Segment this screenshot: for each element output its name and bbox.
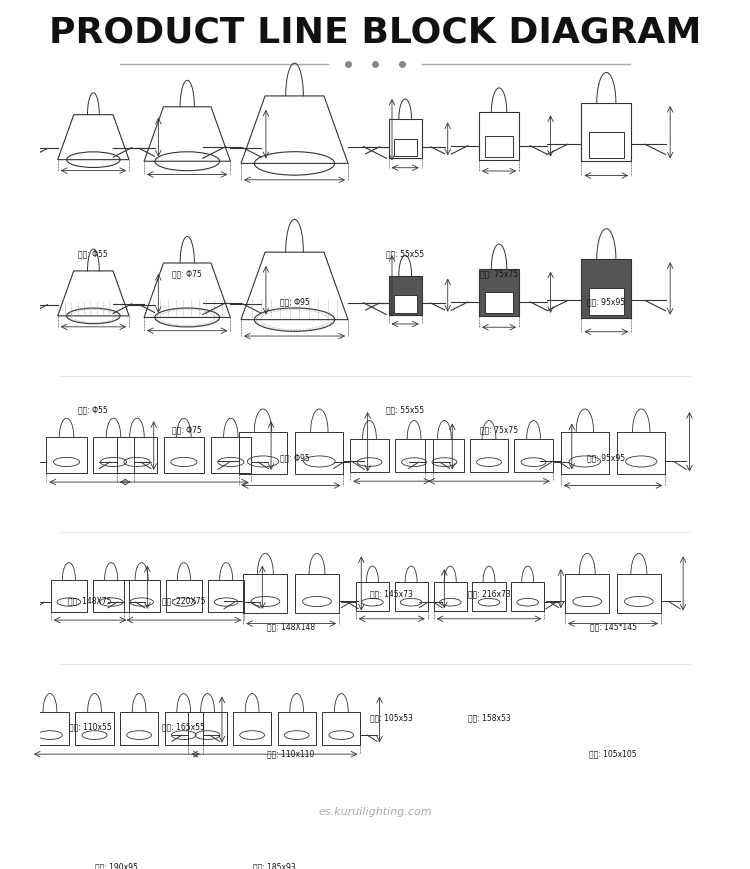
Bar — [164, 712, 202, 746]
Bar — [511, 582, 544, 611]
Bar — [388, 119, 422, 158]
Bar — [233, 712, 272, 746]
Text: 开孔: Φ95: 开孔: Φ95 — [280, 454, 310, 462]
Bar — [581, 103, 632, 162]
Bar — [565, 574, 609, 614]
Bar — [356, 582, 389, 611]
Bar — [51, 580, 87, 612]
Text: 开孔: 55x55: 开孔: 55x55 — [386, 249, 424, 258]
Text: 开孔: Φ55: 开孔: Φ55 — [79, 405, 108, 415]
Text: 开孔: 110x110: 开孔: 110x110 — [268, 749, 315, 758]
Text: 开孔: 105x53: 开孔: 105x53 — [370, 713, 413, 722]
Bar — [479, 269, 519, 315]
Bar — [243, 574, 287, 614]
Bar — [581, 259, 632, 318]
Bar — [394, 295, 417, 313]
Text: 开孔: 75x75: 开孔: 75x75 — [480, 426, 518, 434]
Text: PRODUCT LINE BLOCK DIAGRAM: PRODUCT LINE BLOCK DIAGRAM — [49, 16, 701, 50]
Text: 开孔: 75x75: 开孔: 75x75 — [480, 269, 518, 278]
Text: 开孔: 190x95: 开孔: 190x95 — [95, 863, 138, 869]
Bar — [93, 437, 134, 473]
Bar — [295, 574, 339, 614]
Text: 开孔: 95x95: 开孔: 95x95 — [587, 297, 626, 307]
Bar — [93, 580, 129, 612]
Bar — [296, 432, 344, 474]
Text: 开孔: Φ75: 开孔: Φ75 — [172, 269, 202, 278]
Text: 开孔: Φ55: 开孔: Φ55 — [79, 249, 108, 258]
Text: 开孔: 216x73: 开孔: 216x73 — [467, 589, 510, 599]
Bar — [208, 580, 245, 612]
Text: 开孔: 95x95: 开孔: 95x95 — [587, 454, 626, 462]
Text: 开孔: 55x55: 开孔: 55x55 — [386, 405, 424, 415]
Bar — [561, 432, 609, 474]
Text: 开孔: 185x93: 开孔: 185x93 — [253, 863, 296, 869]
Bar — [395, 439, 433, 473]
Text: 开孔: 145*145: 开孔: 145*145 — [590, 622, 637, 632]
Bar — [616, 574, 661, 614]
Bar — [120, 712, 158, 746]
Bar — [166, 580, 202, 612]
Bar — [388, 275, 422, 315]
Text: es.kuruilighting.com: es.kuruilighting.com — [318, 806, 432, 817]
Text: 开孔: 220X75: 开孔: 220X75 — [162, 596, 206, 605]
Text: 开孔: 148X75: 开孔: 148X75 — [68, 596, 112, 605]
Bar — [470, 439, 508, 473]
Bar — [350, 439, 388, 473]
Bar — [433, 582, 466, 611]
Bar — [211, 437, 251, 473]
Bar — [76, 712, 114, 746]
Text: 开孔: 105x105: 开孔: 105x105 — [590, 749, 637, 758]
Text: 开孔: 158x53: 开孔: 158x53 — [467, 713, 510, 722]
Bar — [589, 132, 624, 158]
Bar — [278, 712, 316, 746]
Text: 开孔: Φ95: 开孔: Φ95 — [280, 297, 310, 307]
Bar — [46, 437, 87, 473]
Bar — [617, 432, 665, 474]
Bar — [485, 292, 513, 314]
Text: 开孔: 145x73: 开孔: 145x73 — [370, 589, 413, 599]
Bar — [239, 432, 287, 474]
Text: 开孔: 148X148: 开孔: 148X148 — [267, 622, 315, 632]
Bar — [479, 112, 519, 160]
Bar — [485, 136, 513, 157]
Text: 开孔: Φ75: 开孔: Φ75 — [172, 426, 202, 434]
Bar — [472, 582, 506, 611]
Text: 开孔: 165x55: 开孔: 165x55 — [163, 723, 206, 732]
Bar — [514, 439, 553, 473]
Bar — [425, 439, 464, 473]
Bar — [117, 437, 157, 473]
Bar — [31, 712, 69, 746]
Bar — [124, 580, 160, 612]
Bar — [394, 139, 417, 156]
Bar — [164, 437, 204, 473]
Bar — [188, 712, 226, 746]
Bar — [589, 289, 624, 315]
Text: 开孔: 110x55: 开孔: 110x55 — [69, 723, 112, 732]
Bar — [322, 712, 361, 746]
Bar — [394, 582, 427, 611]
